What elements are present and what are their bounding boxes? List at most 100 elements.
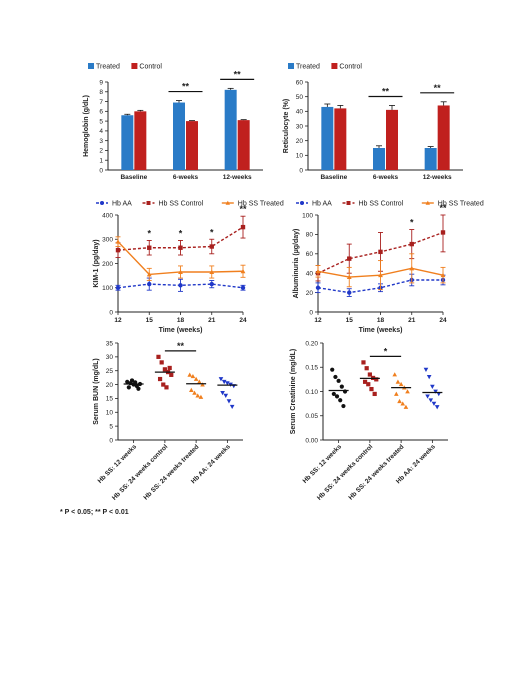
y-tick-label: 60 xyxy=(296,79,304,86)
data-point xyxy=(156,354,161,359)
data-point xyxy=(223,393,229,398)
y-tick-label: 9 xyxy=(99,79,103,86)
legend-label: Hb AA xyxy=(312,201,332,208)
data-point xyxy=(115,239,121,244)
y-tick-label: 0 xyxy=(309,309,313,316)
legend-marker xyxy=(300,201,304,205)
y-tick-label: 0 xyxy=(109,437,113,444)
legend-label: Hb SS Control xyxy=(359,201,404,208)
x-tick-label: 24 xyxy=(239,317,247,324)
data-point xyxy=(426,375,432,380)
y-tick-label: 0 xyxy=(109,309,113,316)
data-point xyxy=(398,381,404,387)
data-point xyxy=(146,271,152,277)
data-point xyxy=(147,245,152,250)
data-point xyxy=(193,376,199,381)
significance-marker: ** xyxy=(182,82,190,92)
y-axis-label: Serum BUN (mg/dL) xyxy=(93,358,100,425)
bar-treated xyxy=(224,89,237,170)
data-point xyxy=(220,390,225,396)
x-tick-label: 12 xyxy=(314,317,322,324)
data-point xyxy=(440,272,446,278)
y-tick-label: 15 xyxy=(106,396,114,403)
y-tick-label: 6 xyxy=(99,109,103,116)
data-point xyxy=(331,391,336,397)
y-tick-label: 50 xyxy=(296,94,304,101)
significance-marker: * xyxy=(179,228,183,238)
y-tick-label: 5 xyxy=(109,423,113,430)
y-tick-label: 10 xyxy=(106,410,114,417)
x-tick-label: 15 xyxy=(346,317,354,324)
data-point xyxy=(195,393,201,398)
legend-marker xyxy=(100,201,104,205)
data-point xyxy=(164,385,169,390)
legend-swatch xyxy=(331,63,338,69)
data-point xyxy=(126,385,131,390)
bar-treated xyxy=(121,115,134,170)
data-point xyxy=(178,269,183,274)
data-point xyxy=(336,378,341,383)
data-point xyxy=(367,372,372,377)
x-axis-label: Time (weeks) xyxy=(359,327,403,334)
significance-marker: ** xyxy=(434,83,442,93)
significance-marker: * xyxy=(147,228,151,238)
significance-marker: ** xyxy=(234,69,242,79)
y-axis-label: Serum Creatinine (mg/dL) xyxy=(290,349,297,435)
data-point xyxy=(209,281,214,287)
bar-treated xyxy=(321,106,334,170)
data-point xyxy=(339,384,344,389)
data-point xyxy=(209,244,214,249)
y-axis-label: Reticulocyte (%) xyxy=(283,99,290,153)
x-tick-label: 15 xyxy=(146,317,154,324)
y-tick-label: 20 xyxy=(296,138,304,145)
data-point xyxy=(431,401,437,406)
significance-marker: * xyxy=(210,227,214,237)
significance-marker: ** xyxy=(439,203,447,213)
data-point xyxy=(369,386,374,392)
x-tick-label: Baseline xyxy=(120,174,147,181)
y-tick-label: 4 xyxy=(99,128,103,135)
albuminuria-chart: 0 20 40 60 80 100 Albuminuria (µg/day) 12 15 18 21… xyxy=(293,201,484,335)
y-tick-label: 8 xyxy=(99,89,103,96)
x-tick-label: 12-weeks xyxy=(423,174,452,181)
y-tick-label: 0.20 xyxy=(305,340,318,347)
y-tick-label: 400 xyxy=(102,212,113,219)
data-point xyxy=(423,367,429,372)
data-point xyxy=(374,377,379,382)
data-point xyxy=(394,391,399,396)
bar-control xyxy=(237,120,250,170)
significance-marker: ** xyxy=(177,341,185,351)
x-tick-label: 6-weeks xyxy=(173,174,199,181)
y-tick-label: 1 xyxy=(99,158,103,165)
creatinine-chart: 0.00 0.05 0.10 0.15 0.20 Serum Creatinine (mg… xyxy=(290,340,448,502)
x-tick-label: 12 xyxy=(114,317,122,324)
y-axis-label: KIM-1 (pg/day) xyxy=(93,239,100,287)
x-tick-label: 18 xyxy=(177,317,185,324)
legend-label: Hb AA xyxy=(112,201,132,208)
data-point xyxy=(434,405,440,410)
data-point xyxy=(197,379,202,384)
y-tick-label: 0.15 xyxy=(305,365,318,372)
data-point xyxy=(192,390,197,395)
bar-treated xyxy=(173,102,185,170)
y-tick-label: 20 xyxy=(106,382,114,389)
y-tick-label: 40 xyxy=(306,271,314,278)
legend-label: Control xyxy=(139,64,162,71)
bar-treated xyxy=(373,148,385,170)
data-point xyxy=(347,290,352,295)
y-tick-label: 10 xyxy=(296,153,304,160)
x-tick-label: 21 xyxy=(408,317,416,324)
y-tick-label: 300 xyxy=(102,237,113,244)
y-tick-label: 20 xyxy=(306,290,314,297)
significance-marker: ** xyxy=(382,86,390,96)
data-point xyxy=(338,398,343,403)
y-tick-label: 5 xyxy=(99,118,103,125)
data-point xyxy=(333,374,338,380)
data-point xyxy=(178,283,183,288)
y-tick-label: 35 xyxy=(106,340,114,347)
y-tick-label: 100 xyxy=(302,212,313,219)
data-point xyxy=(136,386,141,391)
reticulocyte-chart: 0 10 20 30 40 50 60 Reticulocyte (%) Baseline 6-w… xyxy=(283,63,463,181)
data-point xyxy=(133,380,138,385)
hemoglobin-chart: 0 1 2 3 4 5 6 7 8 9 Hemoglobin (g/dL) Baseline 6-wee… xyxy=(83,63,263,181)
